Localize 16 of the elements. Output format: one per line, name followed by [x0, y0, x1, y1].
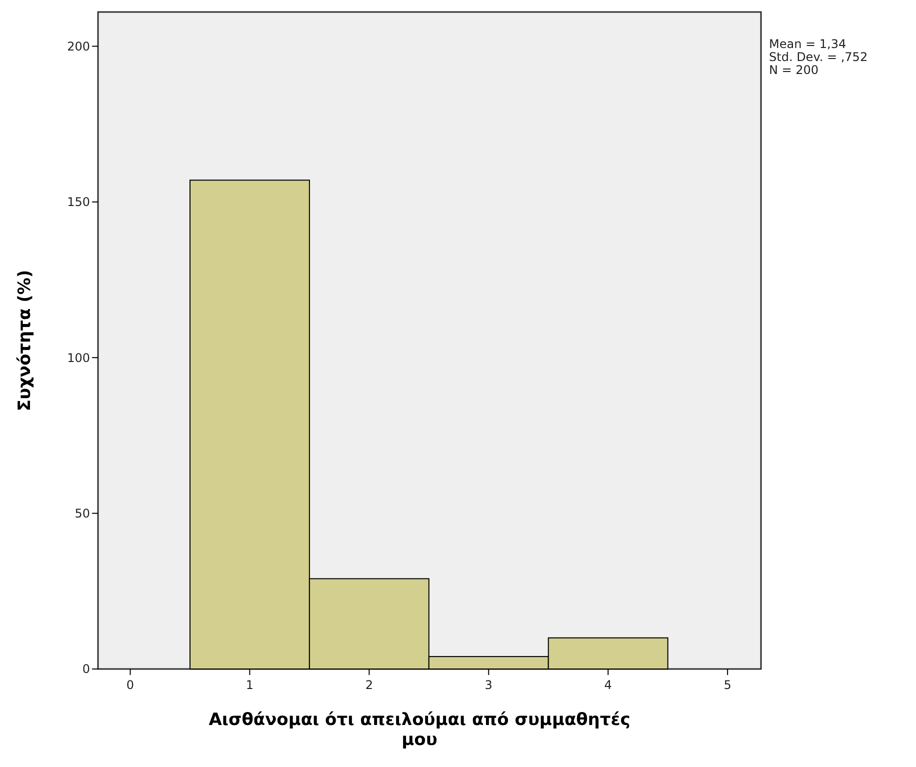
x-tick-label: 4 — [604, 678, 612, 692]
y-tick-label: 50 — [74, 506, 90, 521]
y-axis-title: Συχνότητα (%) — [15, 270, 35, 412]
text: N = 200 — [769, 63, 819, 77]
x-tick-label: 1 — [246, 678, 254, 692]
x-tick-label: 3 — [484, 678, 492, 692]
y-tick-label: 0 — [82, 662, 90, 676]
y-tick-label: 150 — [67, 195, 90, 210]
x-tick-label: 5 — [724, 678, 732, 692]
y-tick-label: 100 — [67, 350, 90, 365]
x-axis-title: Αισθάνομαι ότι απειλούμαι από συμμαθητές μου — [208, 710, 630, 750]
text: Mean = 1,34 — [769, 37, 846, 51]
x-tick-label: 0 — [126, 678, 134, 692]
x-tick-label: 2 — [365, 678, 373, 692]
text: Std. Dev. = ,752 — [769, 50, 868, 64]
y-tick-label: 200 — [67, 39, 90, 54]
